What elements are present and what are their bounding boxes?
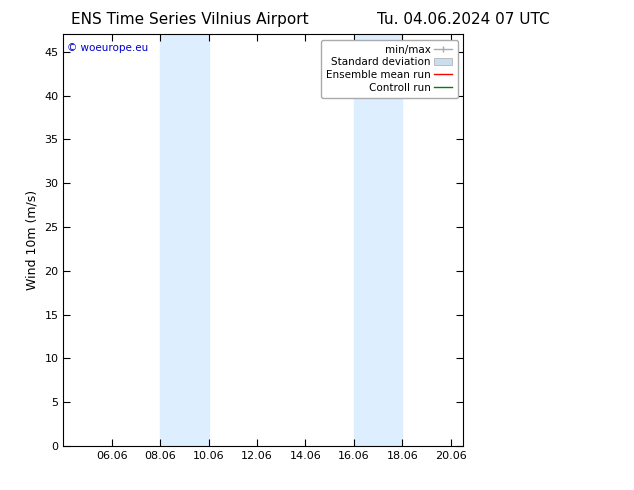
Text: ENS Time Series Vilnius Airport: ENS Time Series Vilnius Airport xyxy=(72,12,309,27)
Bar xyxy=(354,34,403,446)
Y-axis label: Wind 10m (m/s): Wind 10m (m/s) xyxy=(26,190,39,290)
Text: Tu. 04.06.2024 07 UTC: Tu. 04.06.2024 07 UTC xyxy=(377,12,549,27)
Legend: min/max, Standard deviation, Ensemble mean run, Controll run: min/max, Standard deviation, Ensemble me… xyxy=(321,40,458,98)
Text: © woeurope.eu: © woeurope.eu xyxy=(67,43,148,52)
Bar xyxy=(160,34,209,446)
